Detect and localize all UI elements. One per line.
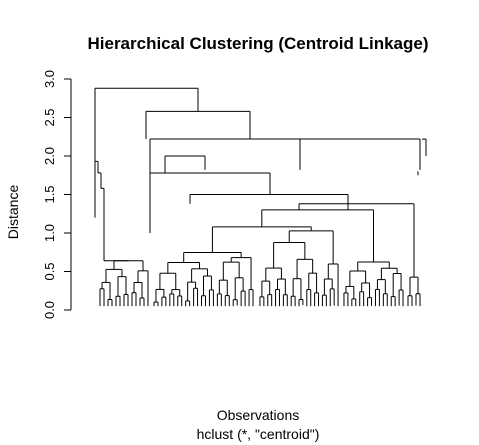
y-tick-label: 0.0 — [42, 301, 57, 319]
y-tick-label: 2.5 — [42, 108, 57, 126]
y-tick-label: 2.0 — [42, 147, 57, 165]
dendrogram-tree — [94, 87, 427, 307]
y-tick-label: 1.5 — [42, 185, 57, 203]
y-axis: 0.0 0.5 1.0 1.5 2.0 2.5 3.0 — [42, 70, 72, 319]
y-tick-label: 3.0 — [42, 70, 57, 88]
subtitle: hclust (*, "centroid") — [197, 426, 320, 442]
y-tick-label: 0.5 — [42, 262, 57, 280]
y-axis-label: Distance — [5, 185, 21, 240]
chart-title: Hierarchical Clustering (Centroid Linkag… — [87, 34, 428, 53]
x-axis-label: Observations — [217, 407, 299, 423]
y-tick-label: 1.0 — [42, 224, 57, 242]
